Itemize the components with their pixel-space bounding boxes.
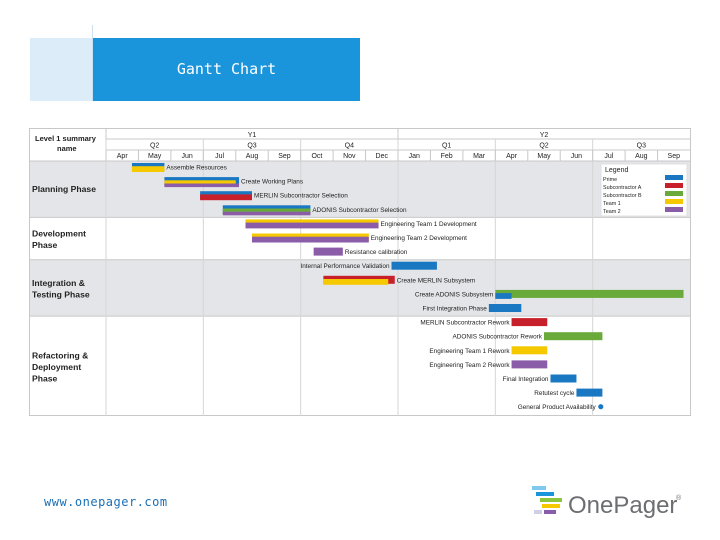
task-label: MERLIN Subcontractor Rework [420, 320, 510, 327]
task-bar [391, 261, 437, 270]
task-bar [511, 318, 548, 327]
month-label: Nov [343, 153, 356, 160]
month-label: Jan [409, 153, 420, 160]
task-label: Create ADONIS Subsystem [415, 291, 494, 298]
task-label: ADONIS Subcontractor Selection [312, 207, 407, 214]
group-label: Planning Phase [32, 184, 96, 194]
month-label: Apr [506, 153, 518, 160]
year-label: Y1 [248, 132, 257, 139]
task-bar [222, 211, 311, 216]
legend-title: Legend [605, 167, 628, 174]
group-band [30, 259, 690, 317]
task-label: First Integration Phase [423, 306, 488, 313]
task-bar [511, 360, 548, 369]
milestone-marker [598, 404, 604, 410]
group-label: Phase [32, 373, 58, 383]
month-label: Jul [604, 153, 613, 160]
task-label: Engineering Team 2 Rework [429, 362, 510, 369]
task-label: Internal Performance Validation [300, 263, 389, 270]
task-bar [576, 388, 603, 397]
task-bar [488, 304, 522, 312]
task-label: Engineering Team 1 Rework [429, 348, 510, 355]
legend-label: Subcontractor B [603, 193, 642, 199]
title-divider [92, 25, 93, 101]
month-label: May [537, 153, 551, 160]
month-label: Oct [311, 153, 322, 160]
corner-header: Level 1 summary [35, 134, 97, 143]
task-label: ADONIS Subcontractor Rework [452, 334, 542, 341]
footer-url[interactable]: www.onepager.com [44, 495, 168, 509]
group-label: Deployment [32, 362, 81, 372]
month-label: Jun [181, 153, 192, 160]
month-label: Mar [473, 153, 486, 160]
task-bar [164, 183, 240, 188]
quarter-label: Q3 [247, 143, 256, 150]
corner-header: name [57, 144, 77, 153]
task-label: Resistance calibration [345, 249, 408, 256]
task-bar [495, 289, 684, 298]
legend-swatch [665, 183, 683, 188]
quarter-label: Q3 [637, 143, 646, 150]
quarter-label: Q1 [442, 143, 451, 150]
task-label: Retutest cycle [534, 390, 575, 397]
task-label: General Product Availability [518, 404, 597, 411]
legend-swatch [665, 191, 683, 196]
task-label: Engineering Team 2 Development [371, 235, 467, 242]
task-bar [252, 236, 369, 243]
month-label: Sep [668, 153, 681, 160]
task-label: Final Integration [503, 376, 549, 383]
task-label: MERLIN Subcontractor Selection [254, 193, 348, 200]
quarter-label: Q2 [150, 143, 159, 150]
month-label: Feb [441, 153, 453, 160]
task-bar [164, 180, 236, 187]
legend-label: Team 1 [603, 201, 621, 207]
task-bar [544, 332, 603, 341]
month-label: Aug [246, 153, 259, 160]
registered-mark: ® [676, 495, 682, 502]
legend-swatch [665, 207, 683, 212]
onepager-logo: OnePager ® [530, 484, 700, 524]
title-accent [30, 38, 92, 101]
task-bar [222, 208, 311, 215]
page-title: Gantt Chart [176, 60, 277, 78]
quarter-label: Q4 [345, 143, 354, 150]
onepager-logo-text: OnePager [568, 492, 678, 519]
legend-label: Team 2 [603, 209, 621, 215]
month-label: Jun [571, 153, 582, 160]
task-bar [245, 222, 379, 229]
month-label: Dec [376, 153, 389, 160]
group-label: Testing Phase [32, 289, 90, 299]
month-label: Jul [215, 153, 224, 160]
legend-swatch [665, 199, 683, 204]
legend-label: Prime [603, 177, 617, 183]
group-label: Integration & [32, 278, 85, 288]
group-label: Development [32, 229, 86, 239]
quarter-label: Q2 [539, 143, 548, 150]
task-label: Create MERLIN Subsystem [397, 277, 476, 284]
month-label: Aug [635, 153, 648, 160]
title-band: Gantt Chart [93, 38, 360, 101]
task-bar [511, 346, 548, 355]
gantt-chart: Planning PhaseDevelopmentPhaseIntegratio… [29, 128, 691, 416]
year-label: Y2 [540, 132, 549, 139]
task-label: Assemble Resources [166, 165, 226, 172]
task-bar [495, 293, 512, 299]
task-bar [313, 247, 343, 256]
month-label: Sep [278, 153, 291, 160]
task-bar [131, 166, 165, 172]
month-label: May [148, 153, 162, 160]
task-bar [550, 374, 577, 383]
legend-swatch [665, 175, 683, 180]
task-label: Create Working Plans [241, 179, 303, 186]
onepager-logo-mark [532, 486, 562, 514]
task-bar [323, 279, 389, 285]
group-label: Refactoring & [32, 350, 88, 360]
legend-label: Subcontractor A [603, 185, 642, 191]
task-label: Engineering Team 1 Development [381, 221, 477, 228]
task-bar [200, 194, 252, 201]
group-label: Phase [32, 240, 58, 250]
month-label: Apr [117, 153, 129, 160]
